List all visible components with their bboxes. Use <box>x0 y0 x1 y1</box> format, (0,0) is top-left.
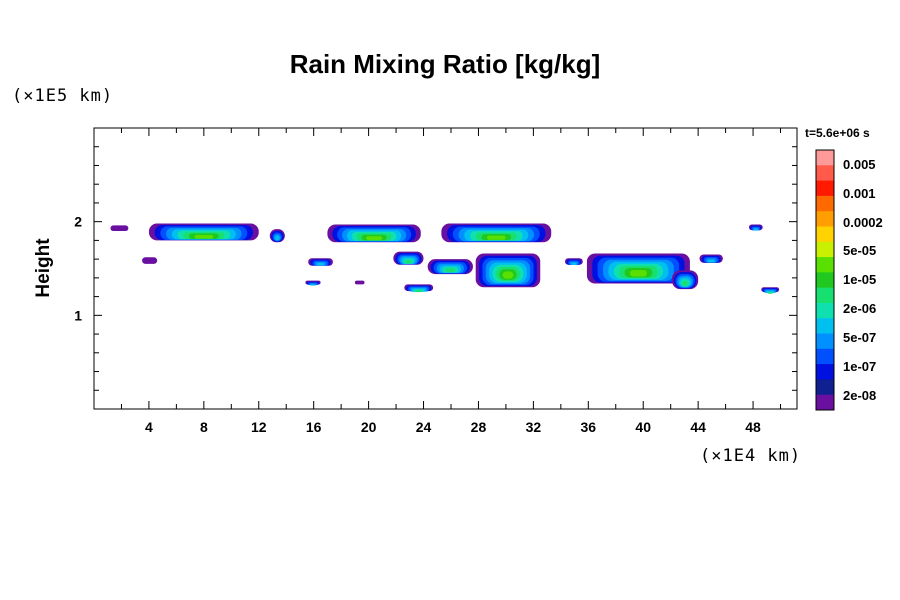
rain-cloud <box>393 251 424 265</box>
rain-cloud-level <box>194 234 213 239</box>
colorbar: 0.005 0.001 0.0002 5e-05 1e-05 2e-06 5e-07 1e-0… <box>815 149 883 411</box>
colorbar-swatch <box>816 226 834 243</box>
x-tick-label: 8 <box>200 419 208 435</box>
colorbar-label: 5e-05 <box>843 243 876 258</box>
x-tick-label: 40 <box>635 419 651 435</box>
colorbar-frame <box>815 149 835 411</box>
x-unit-label: (×1E4 km) <box>700 446 801 466</box>
rain-cloud-level <box>110 225 129 232</box>
rain-cloud-level <box>768 292 773 294</box>
x-tick-label: 12 <box>251 419 267 435</box>
colorbar-swatch <box>816 150 834 166</box>
colorbar-label: 0.001 <box>843 186 876 201</box>
colorbar-swatch <box>816 364 834 380</box>
rain-cloud <box>475 253 541 288</box>
colorbar-swatch <box>816 257 834 273</box>
rain-cloud-level <box>275 235 280 241</box>
rain-cloud <box>748 224 763 231</box>
colorbar-swatch <box>816 348 834 365</box>
rain-cloud-level <box>571 262 577 266</box>
colorbar-swatch <box>816 318 834 334</box>
rain-cloud-level <box>317 263 325 266</box>
rain-cloud <box>142 257 158 264</box>
y-axis: 12 <box>74 146 797 391</box>
rain-cloud <box>441 223 552 243</box>
colorbar-swatch <box>816 302 834 319</box>
rain-cloud <box>327 224 421 243</box>
x-tick-label: 24 <box>416 419 432 435</box>
rain-cloud-level <box>142 257 158 264</box>
x-tick-label: 16 <box>306 419 322 435</box>
x-axis: 4 8 12 16 20 24 28 32 36 40 44 48 <box>120 128 782 435</box>
colorbar-label: 0.0002 <box>843 215 883 230</box>
x-tick-label: 28 <box>471 419 487 435</box>
y-tick-label: 2 <box>74 214 82 230</box>
x-tick-label: 48 <box>745 419 761 435</box>
colorbar-swatch <box>816 241 834 258</box>
rain-cloud <box>699 254 723 263</box>
colorbar-label: 5e-07 <box>843 330 876 345</box>
colorbar-label: 1e-07 <box>843 359 876 374</box>
y-unit-label: (×1E5 km) <box>12 86 113 106</box>
rain-cloud-level <box>415 290 422 293</box>
rain-cloud-level <box>753 228 758 231</box>
colorbar-swatch <box>816 394 834 411</box>
rain-cloud <box>427 259 473 275</box>
colorbar-label: 2e-08 <box>843 388 876 403</box>
chart-title: Rain Mixing Ratio [kg/kg] <box>290 49 601 79</box>
colorbar-swatch <box>816 287 834 304</box>
x-tick-label: 4 <box>145 419 153 435</box>
rain-cloud-level <box>366 236 382 241</box>
rain-cloud-level <box>502 271 514 279</box>
colorbar-label: 2e-06 <box>843 301 876 316</box>
rain-cloud <box>354 280 365 285</box>
colorbar-swatch <box>816 272 834 289</box>
time-label: t=5.6e+06 s <box>805 126 870 140</box>
colorbar-swatch <box>816 180 834 197</box>
rain-cloud <box>761 287 780 294</box>
x-tick-label: 32 <box>526 419 542 435</box>
plot-frame <box>93 127 798 410</box>
rain-cloud <box>269 229 285 243</box>
rain-cloud-level <box>445 268 456 273</box>
rain-cloud <box>305 280 321 286</box>
colorbar-label: 1e-05 <box>843 272 876 287</box>
rain-cloud <box>564 258 583 266</box>
rain-cloud-level <box>487 235 506 240</box>
rain-cloud <box>148 223 259 241</box>
rain-cloud-level <box>354 280 365 285</box>
rain-cloud <box>586 253 690 284</box>
colorbar-swatch <box>816 333 834 350</box>
colorbar-swatch <box>816 379 834 396</box>
x-tick-label: 44 <box>690 419 706 435</box>
colorbar-swatch <box>816 211 834 227</box>
rain-cloud <box>110 225 129 232</box>
rain-cloud-level <box>682 280 688 286</box>
x-tick-label: 36 <box>581 419 597 435</box>
y-axis-label: Height <box>33 238 54 298</box>
rain-cloud <box>404 284 434 293</box>
rain-cloud-level <box>707 259 715 263</box>
rain-cloud <box>308 258 333 266</box>
plot-area <box>110 223 780 294</box>
colorbar-swatch <box>816 165 834 181</box>
x-tick-label: 20 <box>361 419 377 435</box>
colorbar-label: 0.005 <box>843 157 876 172</box>
rain-cloud-level <box>405 260 412 264</box>
colorbar-swatch <box>816 195 834 212</box>
rain-cloud <box>672 270 699 290</box>
rain-cloud-level <box>310 284 316 286</box>
rain-cloud-level <box>629 270 647 277</box>
y-tick-label: 1 <box>74 307 82 323</box>
